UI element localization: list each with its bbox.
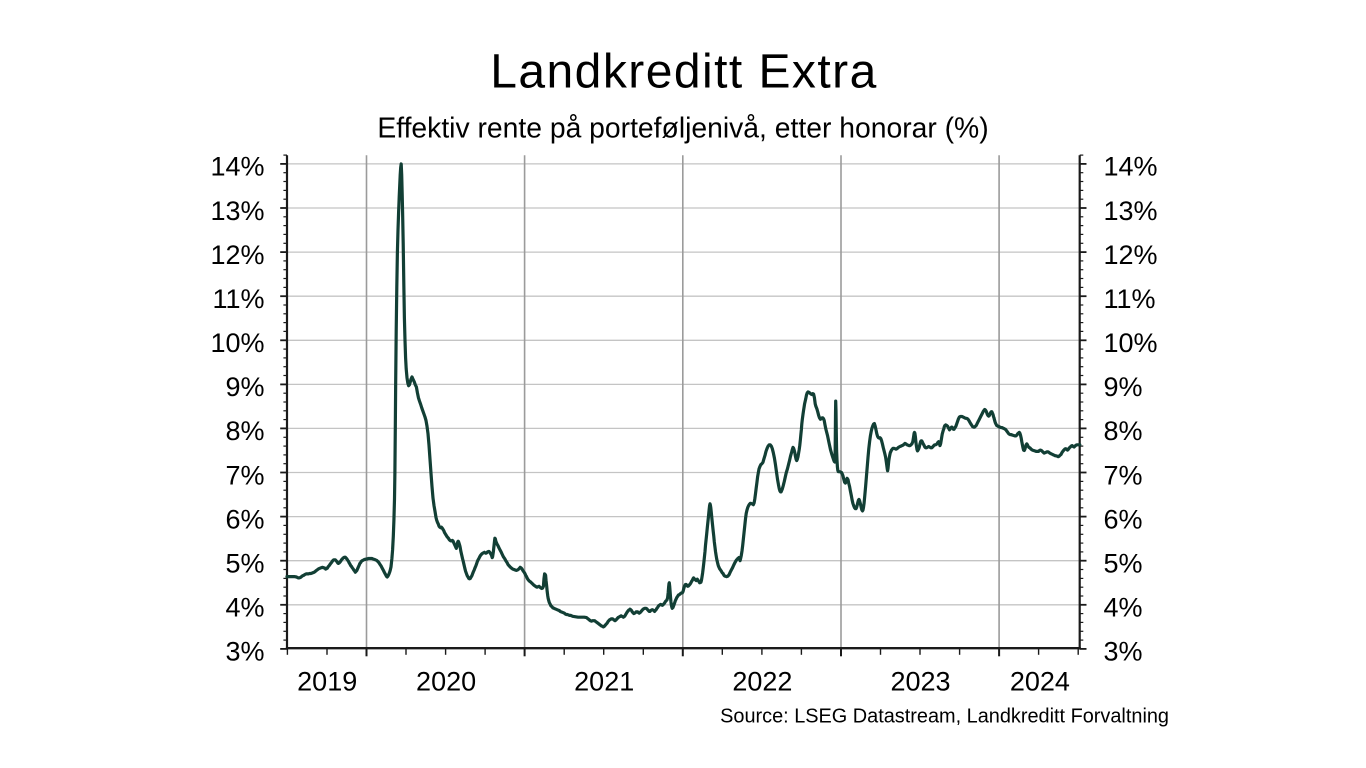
svg-text:5%: 5% xyxy=(1104,549,1143,579)
svg-text:Effektiv rente på porteføljeni: Effektiv rente på porteføljenivå, etter … xyxy=(377,112,988,144)
svg-text:3%: 3% xyxy=(225,637,264,667)
svg-text:10%: 10% xyxy=(210,328,264,358)
svg-text:4%: 4% xyxy=(225,593,264,623)
svg-text:Landkreditt Extra: Landkreditt Extra xyxy=(490,46,878,99)
svg-text:9%: 9% xyxy=(225,372,264,402)
svg-text:10%: 10% xyxy=(1104,328,1158,358)
svg-text:5%: 5% xyxy=(225,549,264,579)
svg-text:12%: 12% xyxy=(210,240,264,270)
svg-text:14%: 14% xyxy=(210,152,264,182)
svg-text:13%: 13% xyxy=(210,196,264,226)
svg-text:6%: 6% xyxy=(1104,504,1143,534)
svg-text:2022: 2022 xyxy=(732,667,792,697)
svg-text:12%: 12% xyxy=(1104,240,1158,270)
svg-text:3%: 3% xyxy=(1104,637,1143,667)
svg-text:2020: 2020 xyxy=(416,667,476,697)
svg-text:11%: 11% xyxy=(212,284,264,314)
svg-text:4%: 4% xyxy=(1104,593,1143,623)
svg-text:9%: 9% xyxy=(1104,372,1143,402)
svg-text:6%: 6% xyxy=(225,504,264,534)
svg-text:11%: 11% xyxy=(1104,284,1156,314)
svg-text:Source: LSEG Datastream, Landk: Source: LSEG Datastream, Landkreditt For… xyxy=(720,706,1169,728)
svg-text:7%: 7% xyxy=(225,460,264,490)
svg-text:7%: 7% xyxy=(1104,460,1143,490)
svg-text:2019: 2019 xyxy=(297,667,357,697)
svg-text:8%: 8% xyxy=(225,416,264,446)
svg-text:14%: 14% xyxy=(1104,152,1158,182)
svg-text:2021: 2021 xyxy=(574,667,634,697)
svg-text:8%: 8% xyxy=(1104,416,1143,446)
svg-text:2023: 2023 xyxy=(890,667,950,697)
svg-text:13%: 13% xyxy=(1104,196,1158,226)
svg-text:2024: 2024 xyxy=(1010,667,1070,697)
